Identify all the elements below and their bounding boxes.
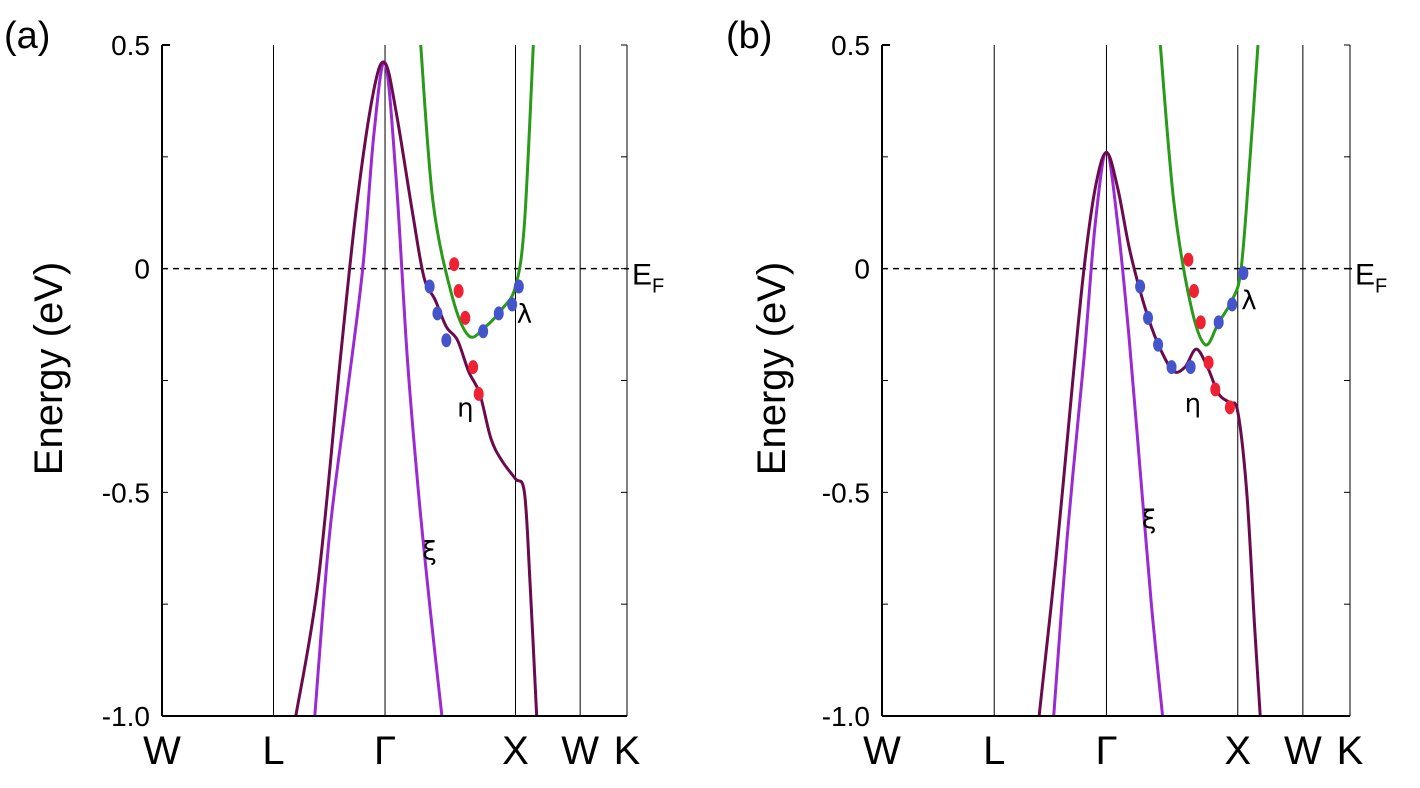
panel-label: (a) [4, 15, 50, 57]
k-point-label: L [262, 729, 284, 773]
y-axis-label: Energy (eV) [27, 262, 71, 475]
y-tick-label: 0 [134, 254, 150, 285]
bands [294, 45, 539, 716]
band-xi [313, 60, 444, 716]
k-point-label: W [1284, 729, 1322, 773]
fermi-level-label: EF [1355, 259, 1387, 298]
k-point-label: L [983, 729, 1005, 773]
band-marker [493, 306, 504, 321]
band-marker [460, 310, 471, 325]
band-marker [513, 279, 524, 294]
fermi-level-label-sub: F [652, 276, 664, 298]
band-marker [449, 257, 460, 272]
y-tick-label: -1.0 [102, 701, 150, 732]
band-marker [1166, 360, 1177, 375]
fermi-level-label-main: E [632, 259, 652, 292]
band-marker [1203, 355, 1214, 370]
bands [1037, 45, 1262, 716]
fermi-level-label-sub: F [1375, 276, 1387, 298]
band-xi [1052, 150, 1165, 716]
band-eta [294, 60, 539, 716]
band-marker [424, 279, 435, 294]
band-marker [453, 284, 464, 299]
band-marker [1185, 360, 1196, 375]
band-marker [1153, 337, 1164, 352]
k-point-label: K [614, 729, 641, 773]
band-marker [468, 360, 479, 375]
fermi-level-label-main: E [1355, 259, 1375, 292]
y-tick-label: -0.5 [822, 477, 870, 508]
band-marker [1142, 310, 1153, 325]
k-point-label: Γ [374, 729, 396, 773]
band-marker [507, 297, 518, 312]
band-marker [478, 324, 489, 339]
band-eta [1037, 150, 1262, 716]
y-tick-label: 0.5 [831, 30, 870, 61]
band-marker [1210, 382, 1221, 397]
band-lambda [419, 45, 535, 339]
y-tick-label: 0.5 [111, 30, 150, 61]
band-label: ξ [422, 536, 437, 566]
k-point-label: Γ [1095, 729, 1117, 773]
k-point-label: X [502, 729, 529, 773]
band-marker [1238, 266, 1249, 281]
y-tick-label: 0 [854, 254, 870, 285]
k-point-label: X [1224, 729, 1251, 773]
band-label: η [457, 393, 473, 423]
band-marker [1227, 297, 1238, 312]
band-marker [1195, 315, 1206, 330]
band-marker [1213, 315, 1224, 330]
band-marker [1135, 279, 1146, 294]
panel-label: (b) [726, 15, 772, 57]
k-point-label: K [1337, 729, 1364, 773]
band-marker [432, 306, 443, 321]
y-axis-label: Energy (eV) [750, 262, 794, 475]
y-tick-label: -0.5 [102, 477, 150, 508]
band-marker [1224, 400, 1235, 415]
k-point-label: W [143, 729, 181, 773]
band-label: η [1185, 389, 1201, 419]
fermi-level-label: EF [632, 259, 664, 298]
k-point-label: W [561, 729, 599, 773]
band-label: λ [1241, 286, 1256, 316]
k-point-label: W [863, 729, 901, 773]
band-marker [1189, 284, 1199, 299]
band-marker [473, 386, 484, 401]
band-label: ξ [1142, 505, 1157, 535]
y-tick-label: -1.0 [822, 701, 870, 732]
band-marker [441, 333, 452, 348]
band-label: λ [517, 299, 532, 329]
band-marker [1183, 252, 1194, 267]
